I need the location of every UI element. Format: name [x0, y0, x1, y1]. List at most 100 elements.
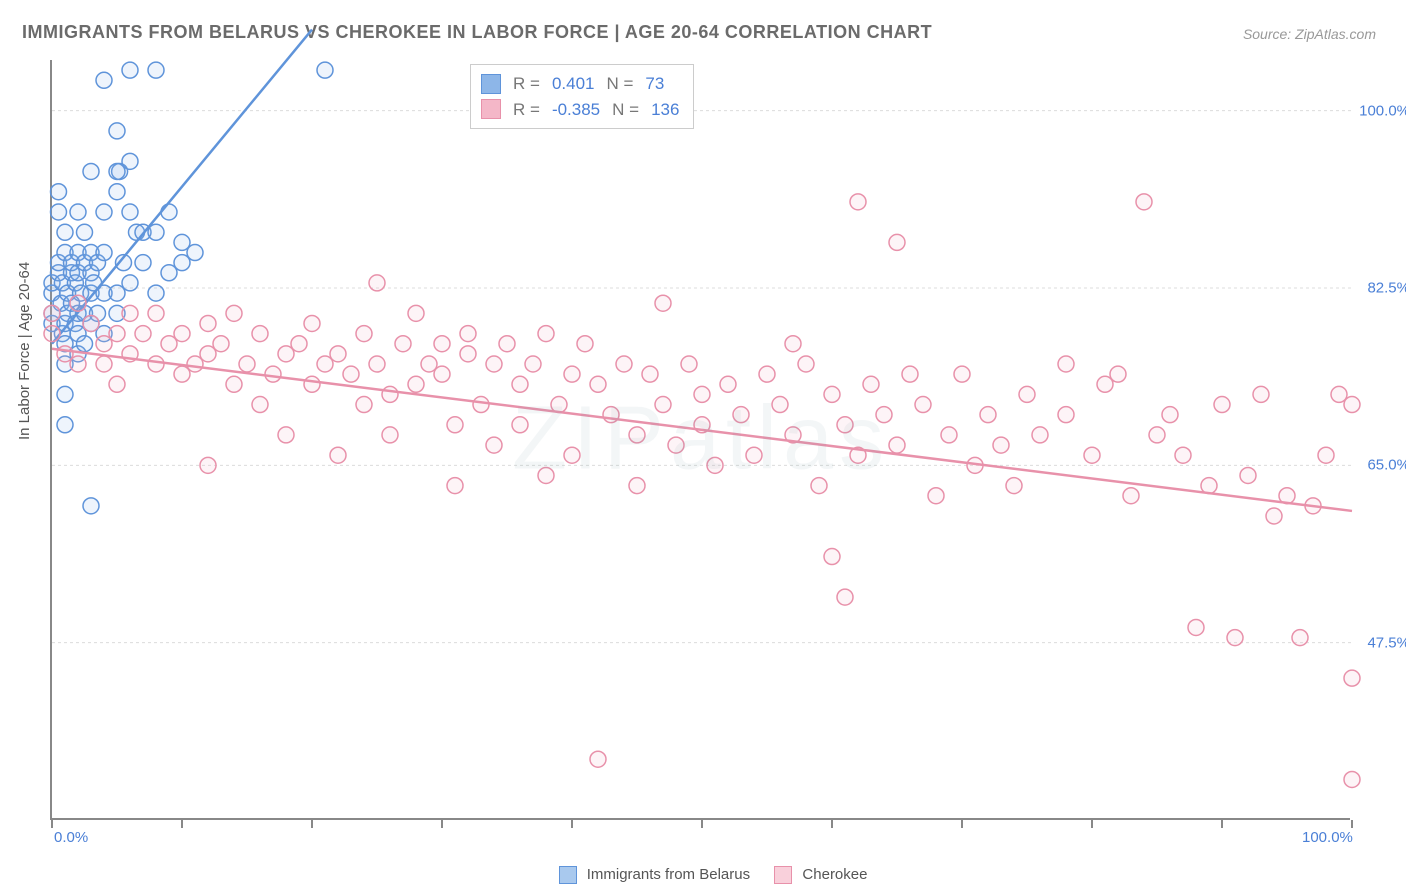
x-tick-label: 0.0%: [54, 829, 88, 846]
data-point-belarus: [83, 498, 99, 514]
data-point-cherokee: [226, 305, 242, 321]
data-point-cherokee: [1318, 447, 1334, 463]
data-point-cherokee: [486, 356, 502, 372]
data-point-cherokee: [720, 376, 736, 392]
data-point-cherokee: [252, 326, 268, 342]
data-point-cherokee: [863, 376, 879, 392]
data-point-cherokee: [707, 457, 723, 473]
swatch-belarus-bottom: [559, 866, 577, 884]
data-point-cherokee: [512, 376, 528, 392]
data-point-belarus: [122, 153, 138, 169]
data-point-cherokee: [148, 356, 164, 372]
data-point-cherokee: [369, 275, 385, 291]
data-point-belarus: [96, 204, 112, 220]
data-point-belarus: [77, 224, 93, 240]
data-point-belarus: [122, 275, 138, 291]
data-point-cherokee: [785, 336, 801, 352]
data-point-cherokee: [1084, 447, 1100, 463]
data-point-cherokee: [1019, 386, 1035, 402]
data-point-cherokee: [330, 447, 346, 463]
data-point-cherokee: [564, 366, 580, 382]
data-point-cherokee: [1110, 366, 1126, 382]
data-point-cherokee: [1136, 194, 1152, 210]
data-point-cherokee: [356, 397, 372, 413]
data-point-belarus: [96, 72, 112, 88]
data-point-cherokee: [109, 376, 125, 392]
data-point-belarus: [70, 204, 86, 220]
data-point-cherokee: [1149, 427, 1165, 443]
data-point-cherokee: [993, 437, 1009, 453]
x-tick-label: 100.0%: [1302, 829, 1353, 846]
data-point-cherokee: [330, 346, 346, 362]
data-point-cherokee: [96, 356, 112, 372]
data-point-cherokee: [1123, 488, 1139, 504]
data-point-belarus: [57, 386, 73, 402]
n-value-cherokee: 136: [651, 97, 679, 123]
data-point-belarus: [174, 255, 190, 271]
data-point-cherokee: [681, 356, 697, 372]
scatter-svg: [52, 60, 1350, 818]
data-point-cherokee: [837, 589, 853, 605]
data-point-cherokee: [837, 417, 853, 433]
data-point-cherokee: [1188, 619, 1204, 635]
r-label: R =: [513, 71, 540, 97]
data-point-cherokee: [200, 457, 216, 473]
r-value-cherokee: -0.385: [552, 97, 600, 123]
data-point-cherokee: [1266, 508, 1282, 524]
data-point-cherokee: [928, 488, 944, 504]
legend-stats-row-cherokee: R = -0.385 N = 136: [481, 97, 679, 123]
data-point-cherokee: [512, 417, 528, 433]
data-point-cherokee: [668, 437, 684, 453]
swatch-cherokee: [481, 99, 501, 119]
data-point-cherokee: [590, 376, 606, 392]
legend-label-belarus: Immigrants from Belarus: [587, 866, 750, 883]
data-point-belarus: [57, 417, 73, 433]
data-point-cherokee: [44, 326, 60, 342]
data-point-cherokee: [889, 437, 905, 453]
data-point-cherokee: [447, 478, 463, 494]
data-point-cherokee: [1253, 386, 1269, 402]
data-point-cherokee: [356, 326, 372, 342]
data-point-cherokee: [759, 366, 775, 382]
data-point-belarus: [83, 163, 99, 179]
data-point-belarus: [122, 204, 138, 220]
data-point-cherokee: [304, 315, 320, 331]
data-point-cherokee: [1240, 467, 1256, 483]
data-point-cherokee: [629, 478, 645, 494]
data-point-cherokee: [655, 295, 671, 311]
data-point-cherokee: [902, 366, 918, 382]
data-point-belarus: [51, 184, 67, 200]
data-point-cherokee: [590, 751, 606, 767]
y-axis-title: In Labor Force | Age 20-64: [16, 262, 33, 440]
data-point-cherokee: [564, 447, 580, 463]
data-point-cherokee: [577, 336, 593, 352]
data-point-cherokee: [408, 305, 424, 321]
data-point-cherokee: [473, 397, 489, 413]
data-point-cherokee: [304, 376, 320, 392]
data-point-cherokee: [629, 427, 645, 443]
data-point-belarus: [148, 285, 164, 301]
chart-title: IMMIGRANTS FROM BELARUS VS CHEROKEE IN L…: [22, 22, 932, 43]
data-point-cherokee: [382, 427, 398, 443]
y-tick-label: 100.0%: [1355, 102, 1406, 119]
n-label: N =: [606, 71, 633, 97]
data-point-belarus: [109, 123, 125, 139]
data-point-cherokee: [239, 356, 255, 372]
data-point-cherokee: [447, 417, 463, 433]
trend-line-belarus: [52, 30, 312, 344]
data-point-cherokee: [811, 478, 827, 494]
legend-stats: R = 0.401 N = 73 R = -0.385 N = 136: [470, 64, 694, 129]
n-value-belarus: 73: [645, 71, 664, 97]
data-point-cherokee: [265, 366, 281, 382]
data-point-belarus: [96, 245, 112, 261]
data-point-cherokee: [200, 315, 216, 331]
data-point-cherokee: [70, 356, 86, 372]
data-point-belarus: [135, 255, 151, 271]
data-point-cherokee: [746, 447, 762, 463]
data-point-cherokee: [954, 366, 970, 382]
data-point-cherokee: [122, 305, 138, 321]
data-point-cherokee: [395, 336, 411, 352]
data-point-cherokee: [1344, 670, 1360, 686]
data-point-cherokee: [1331, 386, 1347, 402]
data-point-cherokee: [213, 336, 229, 352]
